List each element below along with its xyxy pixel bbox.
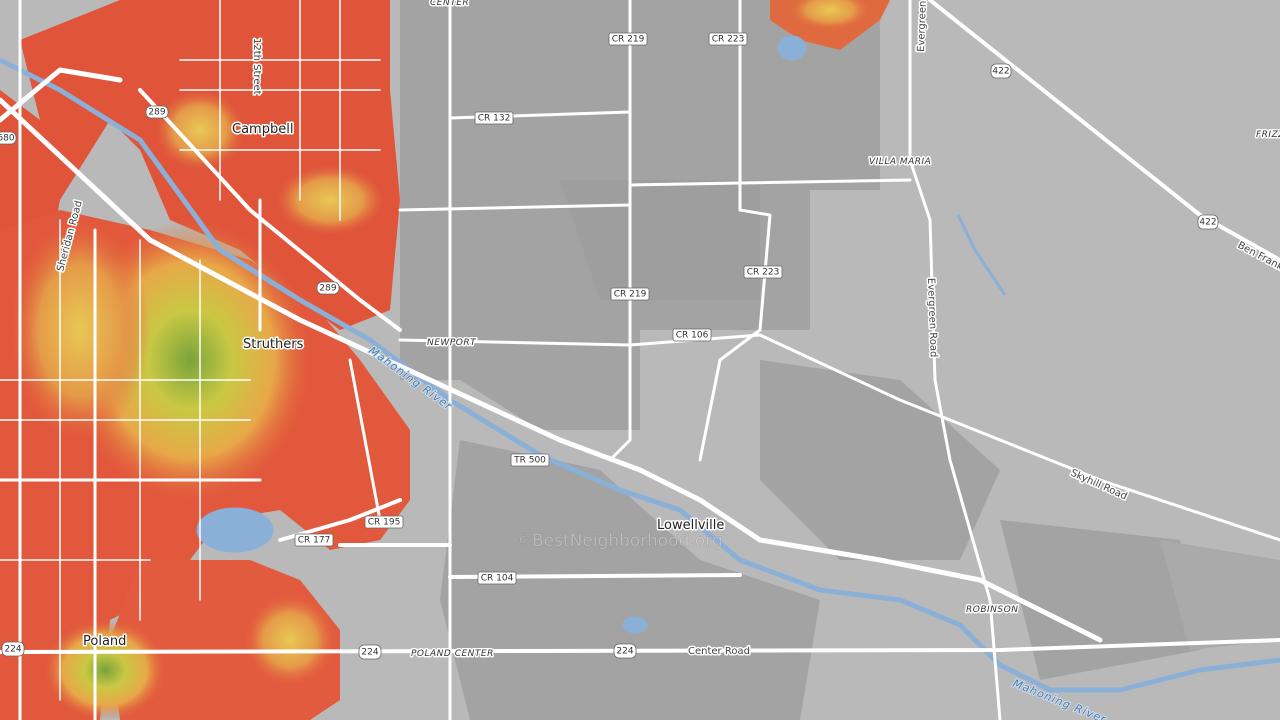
shield-label: 224 — [616, 647, 633, 657]
shield-label: 422 — [1199, 218, 1216, 228]
road-label: 12th Street — [251, 38, 262, 95]
place-label: Poland — [83, 634, 126, 649]
shield-label: CR 223 — [747, 268, 780, 278]
shield-label: 422 — [992, 67, 1009, 77]
road-label: Center Road — [688, 646, 750, 657]
shield-label: CR 219 — [614, 290, 647, 300]
shields: CR 219 CR 223 422 CR 132 289 680 CR 223 … — [0, 32, 1219, 660]
water — [0, 35, 1280, 693]
land-patches — [400, 0, 1280, 720]
shield-label: 224 — [361, 648, 378, 658]
shield-label: CR 219 — [612, 35, 645, 45]
shield-label: TR 500 — [513, 456, 546, 466]
heat-areas — [0, 0, 890, 720]
shield-label: CR 104 — [481, 574, 514, 584]
locality-label: NEWPORT — [427, 338, 477, 348]
shield-label: CR 177 — [298, 536, 331, 546]
locality-label: ROBINSON — [966, 605, 1018, 615]
road-label: Ben Frank — [1236, 240, 1280, 273]
locality-label: CENTER — [430, 0, 469, 8]
shield-label: 224 — [4, 645, 21, 655]
water-label: Mahoning River — [1011, 677, 1109, 720]
road-label: Evergreen Road — [925, 278, 939, 358]
locality-label: VILLA MARIA — [869, 157, 931, 167]
shield-label: CR 106 — [676, 331, 709, 341]
locality-label: POLAND CENTER — [411, 649, 494, 659]
shield-label: 289 — [148, 108, 165, 118]
locality-label: FRIZZ — [1256, 130, 1280, 140]
shield-label: CR 195 — [368, 518, 401, 528]
road-label: Evergreen — [916, 1, 929, 53]
shield-label: CR 223 — [712, 35, 745, 45]
place-label: Struthers — [243, 337, 304, 352]
shield-label: 680 — [0, 134, 15, 144]
attribution: ©BestNeighborhood.org — [515, 531, 723, 551]
shield-label: 289 — [319, 284, 336, 294]
shield-label: CR 132 — [478, 114, 511, 124]
place-label: Lowellville — [657, 518, 724, 533]
place-label: Campbell — [232, 122, 293, 137]
